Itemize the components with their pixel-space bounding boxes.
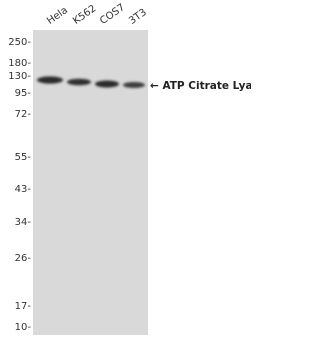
lane-label: K562 xyxy=(71,3,98,27)
marker-label: 55- xyxy=(15,152,32,163)
band xyxy=(37,76,63,83)
marker-label: 180- xyxy=(8,58,31,69)
band xyxy=(67,79,91,86)
membrane xyxy=(33,30,148,335)
lane-label: 3T3 xyxy=(127,7,149,27)
marker-label: 130- xyxy=(8,71,31,82)
page: Hela K562 COS7 3T3 250- 180- 130- 95- 72… xyxy=(0,0,251,335)
band xyxy=(123,82,145,88)
marker-label: 26- xyxy=(15,253,32,264)
marker-label: 10- xyxy=(15,322,32,333)
marker-label: 95- xyxy=(15,88,32,99)
annotation: ← ATP Citrate Lyase xyxy=(150,80,251,92)
lane-labels: Hela K562 COS7 3T3 xyxy=(45,2,149,27)
marker-label: 34- xyxy=(15,217,32,228)
band xyxy=(95,81,119,88)
lane-label: COS7 xyxy=(98,2,127,27)
marker-label: 72- xyxy=(15,109,32,120)
marker-label: 17- xyxy=(15,301,32,312)
marker-label: 43- xyxy=(15,184,32,195)
marker-labels: 250- 180- 130- 95- 72- 55- 43- 34- 26- 1… xyxy=(8,37,31,333)
western-blot: Hela K562 COS7 3T3 250- 180- 130- 95- 72… xyxy=(0,0,251,335)
lane-label: Hela xyxy=(45,5,70,27)
marker-label: 250- xyxy=(8,37,31,48)
